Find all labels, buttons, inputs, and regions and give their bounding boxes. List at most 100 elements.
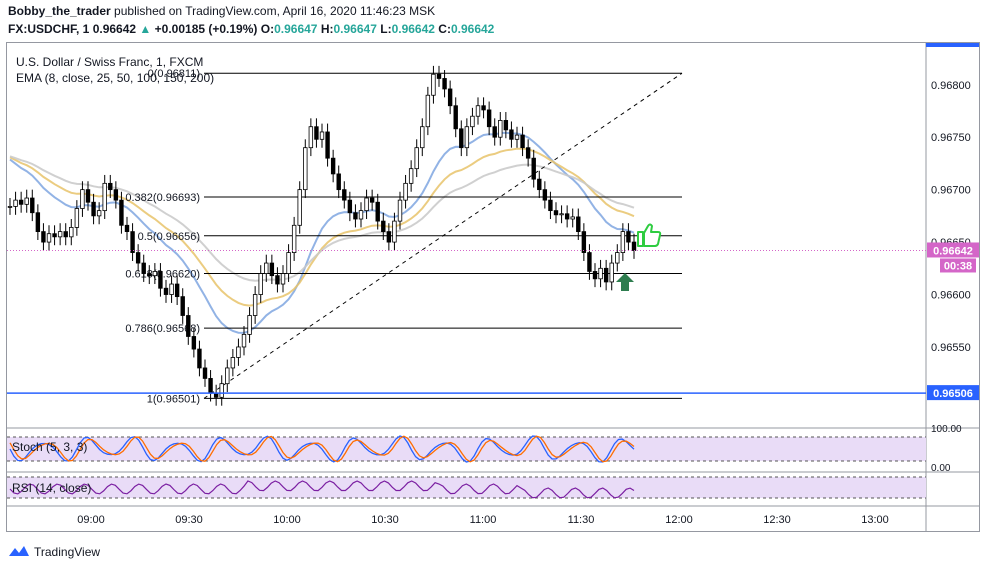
candle-body [598, 267, 603, 280]
candle-body [576, 216, 581, 232]
time-tick-label: 11:00 [470, 514, 497, 526]
candle-body [119, 199, 124, 226]
candle-body [35, 212, 41, 232]
low-label: L: [380, 22, 392, 36]
candle-body [353, 212, 358, 220]
fib-levels: 0(0.96811) 0.382(0.96693) 0.5(0.96656) 0.61… [125, 68, 683, 405]
candle-body [420, 126, 425, 149]
candle-body [314, 126, 319, 140]
candle-body [509, 129, 514, 140]
candle-body [531, 157, 536, 180]
candle-body [275, 275, 280, 285]
candle-body [392, 220, 397, 243]
time-tick-label: 11:30 [568, 514, 595, 526]
candle-body [219, 383, 224, 398]
candle-body [414, 147, 419, 170]
candle-body [69, 227, 74, 238]
candle-body [41, 231, 46, 243]
candle-body [291, 224, 297, 253]
candle-body [264, 262, 269, 274]
candle-body [587, 252, 592, 272]
candle-body [241, 333, 247, 348]
candle-body [319, 131, 325, 140]
price-tick-label: 0.96600 [931, 290, 971, 302]
countdown-badge [940, 258, 976, 273]
ema-line [9, 131, 635, 334]
candle-body [431, 73, 436, 96]
stoch-scale-top: 100.00 [931, 424, 962, 435]
author-name: Bobby_the_trader [8, 4, 111, 18]
candle-body [553, 210, 559, 216]
open-value: 0.96647 [274, 22, 318, 36]
footer-brand: TradingView [34, 545, 101, 559]
up-arrow-marker-icon[interactable] [616, 273, 634, 291]
publish-info: published on TradingView.com, April 16, … [114, 4, 436, 18]
candle-body [280, 273, 286, 285]
time-tick-label: 10:00 [273, 514, 301, 526]
ema-line [9, 155, 635, 282]
candle-body [397, 199, 403, 222]
candle-body [364, 197, 369, 212]
candle-body [169, 283, 174, 295]
fib-trend-line [203, 72, 683, 399]
candle-body [525, 147, 531, 159]
footer: TradingView [8, 543, 100, 561]
candle-body [91, 201, 96, 217]
candle-body [152, 271, 158, 277]
price-tick-label: 0.96750 [931, 132, 971, 144]
fib-level-label: 0(0.96811) [148, 68, 200, 80]
candle-body [342, 189, 347, 201]
candle-body [180, 296, 185, 316]
candle-body [475, 105, 481, 117]
candles [7, 65, 637, 406]
candle-body [85, 189, 91, 203]
candle-body [18, 199, 24, 205]
candle-body [208, 378, 213, 394]
price-tick-label: 0.96800 [931, 80, 971, 92]
candle-body [436, 73, 442, 79]
thumbs-up-icon[interactable] [637, 223, 662, 247]
candle-body [626, 231, 631, 243]
candle-body [481, 105, 486, 111]
up-arrow-icon: ▲ [139, 22, 152, 36]
candle-body [158, 271, 163, 289]
fib-level-label: 0.5(0.96656) [138, 231, 200, 243]
candle-body [303, 147, 308, 191]
ema-lines [9, 131, 635, 334]
change-value: +0.00185 (+0.19%) [154, 22, 258, 36]
candle-body [347, 199, 353, 214]
fib-level-label: 0.382(0.96693) [125, 192, 200, 204]
candle-body [548, 199, 553, 212]
candle-body [542, 189, 548, 201]
candle-body [113, 189, 119, 201]
low-value: 0.96642 [391, 22, 435, 36]
price-tick-label: 0.96700 [931, 185, 971, 197]
price-axis-highlight [926, 43, 979, 47]
indicator-lines [9, 435, 635, 499]
candle-body [408, 168, 414, 184]
candle-body [386, 231, 392, 243]
last-price: 0.96642 [92, 22, 137, 36]
candle-body [197, 348, 202, 369]
candle-body [620, 231, 626, 253]
candle-body [202, 367, 208, 379]
candle-body [57, 231, 63, 238]
candle-body [308, 126, 314, 149]
candle-body [447, 88, 453, 107]
candle-body [147, 273, 152, 277]
candle-body [330, 157, 336, 175]
candle-body [358, 210, 364, 220]
candle-body [442, 78, 447, 90]
candle-body [74, 208, 80, 228]
candle-body [163, 287, 169, 295]
candle-body [124, 224, 130, 232]
candle-body [247, 315, 252, 335]
time-tick-label: 09:00 [77, 514, 105, 526]
candle-body [537, 178, 542, 191]
rsi-line [9, 480, 635, 499]
ohlc-line: FX:USDCHF, 1 0.96642 ▲ +0.00185 (+0.19%)… [8, 22, 494, 36]
symbol-label: FX:USDCHF, 1 [8, 22, 90, 36]
candle-body [286, 252, 291, 274]
candle-body [102, 182, 107, 212]
